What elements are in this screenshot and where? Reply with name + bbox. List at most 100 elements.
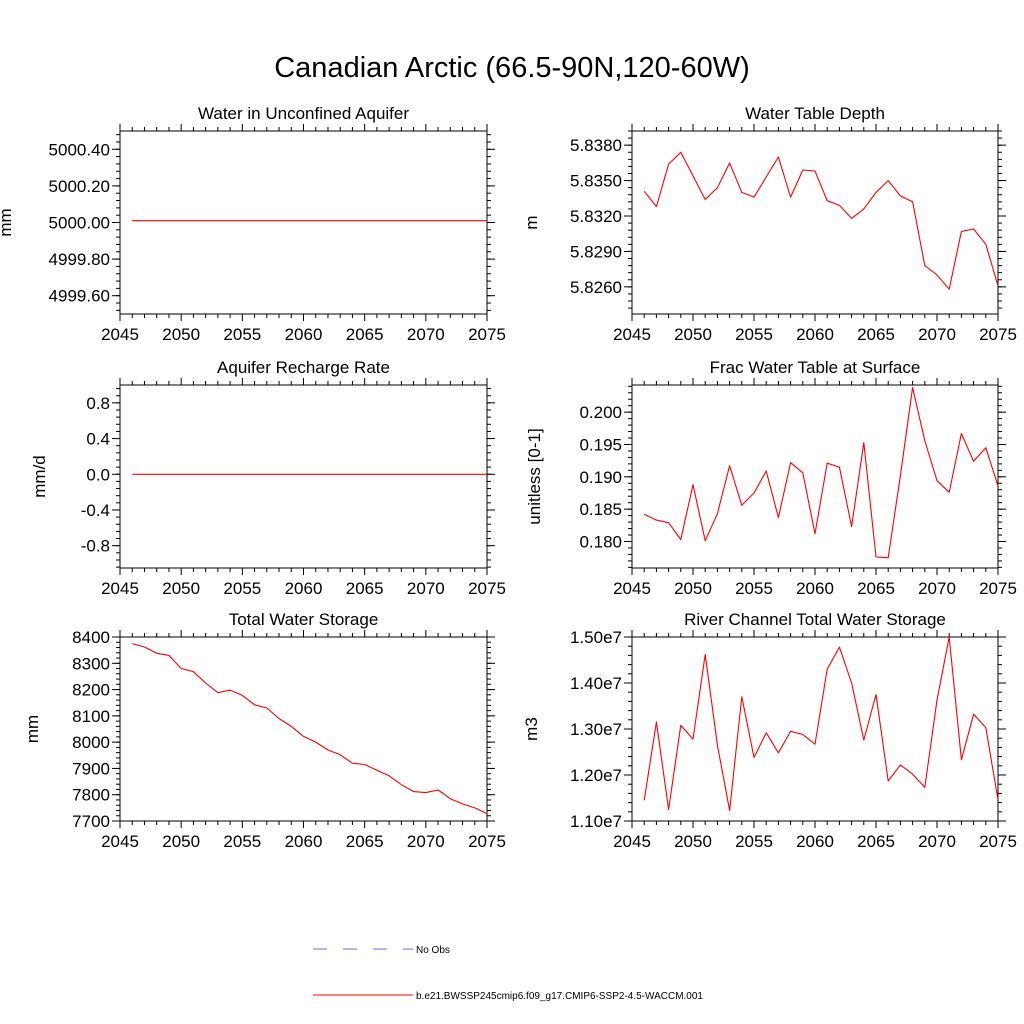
x-tick-label: 2065 — [857, 325, 895, 344]
panel-total-water-storage: Total Water Storage 2045 2050 2055 2060 2065 2… — [23, 610, 506, 851]
x-tick-label: 2045 — [613, 832, 651, 851]
y-tick-label: 4999.60 — [49, 287, 110, 306]
y-tick-label: 1.50e7 — [570, 628, 622, 647]
y-tick-label: 0.8 — [86, 394, 110, 413]
legend-label-obs: No Obs — [416, 945, 450, 956]
panel-aquifer-recharge-rate: Aquifer Recharge Rate 2045 2050 2055 2060 206… — [30, 358, 506, 598]
x-tick-label: 2050 — [162, 325, 200, 344]
panel-title: Water Table Depth — [745, 104, 885, 123]
panel-title: Frac Water Table at Surface — [710, 358, 921, 377]
x-tick-label: 2070 — [407, 832, 445, 851]
panel-title: Aquifer Recharge Rate — [217, 358, 390, 377]
y-tick-label: -0.4 — [81, 501, 110, 520]
x-tick-label: 2055 — [223, 325, 261, 344]
panel-water-table-depth: Water Table Depth 2045 2050 2055 2060 2065 207… — [522, 104, 1017, 344]
y-tick-label: 0.0 — [86, 465, 110, 484]
main-title: Canadian Arctic (66.5-90N,120-60W) — [274, 52, 750, 84]
y-tick-label: 5000.40 — [49, 140, 110, 159]
panel-water-in-unconfined-aquifer: Water in Unconfined Aquifer 2045 2050 2055 2… — [0, 104, 506, 344]
plot-frame — [631, 636, 999, 822]
y-tick-label: 0.180 — [579, 532, 622, 551]
panel-river-channel-total-water-storage: River Channel Total Water Storage 2045 205… — [522, 610, 1017, 851]
x-tick-label: 2060 — [796, 325, 834, 344]
y-axis-label: unitless [0-1] — [525, 428, 544, 524]
y-tick-label: 1.20e7 — [570, 766, 622, 785]
x-tick-label: 2045 — [613, 325, 651, 344]
x-tick-label: 2050 — [162, 579, 200, 598]
panel-frac-water-table-at-surface: Frac Water Table at Surface 2045 2050 2055 2… — [525, 358, 1017, 598]
x-tick-label: 2075 — [979, 832, 1017, 851]
x-tick-label: 2075 — [468, 579, 506, 598]
x-tick-label: 2065 — [857, 579, 895, 598]
y-axis-label: m3 — [522, 717, 541, 741]
x-tick-label: 2075 — [468, 832, 506, 851]
y-tick-label: 0.195 — [579, 435, 622, 454]
y-tick-label: 5.8260 — [570, 278, 622, 297]
panel-title: Total Water Storage — [229, 610, 379, 629]
x-tick-label: 2045 — [101, 325, 139, 344]
y-tick-label: 8200 — [72, 681, 110, 700]
panels-group: Water in Unconfined Aquifer 2045 2050 2055 2… — [0, 104, 1017, 851]
plot-frame — [119, 636, 488, 822]
x-tick-label: 2070 — [407, 579, 445, 598]
x-tick-label: 2075 — [979, 325, 1017, 344]
series-line-0 — [643, 387, 999, 559]
y-tick-label: 5.8290 — [570, 242, 622, 261]
panel-title: River Channel Total Water Storage — [684, 610, 946, 629]
y-tick-label: 7900 — [72, 759, 110, 778]
y-tick-label: 8400 — [72, 628, 110, 647]
y-tick-label: 1.10e7 — [570, 812, 622, 831]
x-tick-label: 2050 — [674, 325, 712, 344]
x-tick-label: 2055 — [223, 579, 261, 598]
x-tick-label: 2065 — [346, 325, 384, 344]
y-tick-label: 8300 — [72, 654, 110, 673]
x-tick-label: 2065 — [857, 832, 895, 851]
plot-frame — [631, 384, 999, 569]
plot-frame — [119, 384, 488, 569]
y-axis-label: mm — [0, 208, 15, 236]
x-tick-label: 2070 — [918, 325, 956, 344]
x-tick-label: 2045 — [101, 579, 139, 598]
x-tick-label: 2065 — [346, 832, 384, 851]
x-tick-label: 2045 — [613, 579, 651, 598]
x-tick-label: 2050 — [674, 579, 712, 598]
y-tick-label: 0.4 — [86, 430, 110, 449]
y-tick-label: 5000.00 — [49, 214, 110, 233]
y-tick-label: 8000 — [72, 733, 110, 752]
plot-frame — [631, 130, 999, 315]
x-tick-label: 2050 — [674, 832, 712, 851]
x-tick-label: 2050 — [162, 832, 200, 851]
x-tick-label: 2075 — [468, 325, 506, 344]
x-tick-label: 2055 — [223, 832, 261, 851]
series-line-0 — [643, 636, 999, 811]
y-tick-label: 7800 — [72, 786, 110, 805]
y-tick-label: 0.185 — [579, 500, 622, 519]
x-tick-label: 2055 — [735, 325, 773, 344]
series-line-0 — [132, 643, 488, 815]
x-tick-label: 2070 — [918, 579, 956, 598]
legend-label-model: b.e21.BWSSP245cmip6.f09_g17.CMIP6-SSP2-4… — [416, 991, 703, 1002]
y-tick-label: 5.8320 — [570, 207, 622, 226]
x-tick-label: 2060 — [285, 579, 323, 598]
y-tick-label: 7700 — [72, 812, 110, 831]
y-tick-label: 5.8350 — [570, 172, 622, 191]
y-tick-label: 0.190 — [579, 468, 622, 487]
y-tick-label: 5.8380 — [570, 136, 622, 155]
x-tick-label: 2060 — [796, 832, 834, 851]
x-tick-label: 2060 — [285, 832, 323, 851]
x-tick-label: 2070 — [918, 832, 956, 851]
x-tick-label: 2055 — [735, 579, 773, 598]
plot-frame — [119, 130, 488, 315]
x-tick-label: 2065 — [346, 579, 384, 598]
x-tick-label: 2045 — [101, 832, 139, 851]
series-line-0 — [643, 151, 999, 290]
y-tick-label: 1.30e7 — [570, 720, 622, 739]
y-axis-label: mm — [23, 715, 42, 743]
y-tick-label: 8100 — [72, 707, 110, 726]
panel-title: Water in Unconfined Aquifer — [198, 104, 409, 123]
y-tick-label: 1.40e7 — [570, 674, 622, 693]
y-tick-label: -0.8 — [81, 537, 110, 556]
y-axis-label: m — [522, 215, 541, 229]
y-tick-label: 4999.80 — [49, 250, 110, 269]
